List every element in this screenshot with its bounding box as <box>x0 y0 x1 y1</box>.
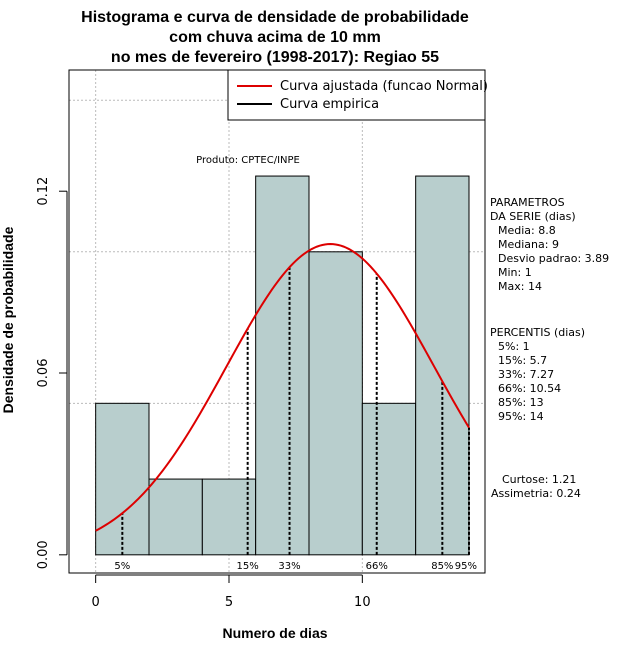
percentile-label-5: 95% <box>455 561 477 572</box>
param-desvio: Desvio padrao: 3.89 <box>498 252 609 265</box>
normal-curve <box>95 243 470 532</box>
param-min: Min: 1 <box>498 266 532 279</box>
percentile-label-2: 33% <box>278 561 300 572</box>
histogram-bar-4 <box>308 251 363 556</box>
chart-title-line-2: com chuva acima de 10 mm <box>169 29 381 46</box>
chart-title-line-1: Histograma e curva de densidade de proba… <box>81 9 469 26</box>
x-axis-label: Numero de dias <box>222 625 327 641</box>
percentile-label-0: 5% <box>114 561 130 572</box>
percentile-lines <box>121 267 470 555</box>
x-tick-label-2: 10 <box>354 595 371 610</box>
histogram-bar-6 <box>415 175 470 556</box>
legend-label-empirical: Curva empirica <box>280 97 379 112</box>
y-tick-label-0: 0.00 <box>36 540 51 569</box>
y-tick-label-2: 0.12 <box>36 177 51 206</box>
x-tick-label-1: 5 <box>225 595 233 610</box>
chart-title-line-3: no mes de fevereiro (1998-2017): Regiao … <box>111 49 439 66</box>
normal-curve-line <box>95 243 470 532</box>
percentis-header: PERCENTIS (dias) <box>490 326 585 339</box>
histogram-bar-1 <box>148 478 203 556</box>
y-axis-label: Densidade de probabilidade <box>0 226 16 413</box>
legend-label-fitted: Curva ajustada (funcao Normal) <box>280 79 488 94</box>
y-axis: 0.00 0.06 0.12 <box>36 177 68 569</box>
percentile-labels: 5% 15% 33% 66% 85% 95% <box>114 561 477 572</box>
percentil-95: 95%: 14 <box>498 410 544 423</box>
x-tick-label-0: 0 <box>92 595 100 610</box>
param-media: Media: 8.8 <box>498 224 556 237</box>
histogram-bar-3 <box>255 175 310 556</box>
param-mediana: Mediana: 9 <box>498 238 559 251</box>
percentil-5: 5%: 1 <box>498 340 530 353</box>
credit-text: Produto: CPTEC/INPE <box>196 155 300 166</box>
param-max: Max: 14 <box>498 280 542 293</box>
legend-box <box>227 69 486 121</box>
percentil-85: 85%: 13 <box>498 396 544 409</box>
percentile-label-1: 15% <box>237 561 259 572</box>
stat-curtose: Curtose: 1.21 <box>502 473 576 486</box>
stat-assimetria: Assimetria: 0.24 <box>491 487 581 500</box>
percentil-33: 33%: 7.27 <box>498 368 554 381</box>
legend: Curva ajustada (funcao Normal) Curva emp… <box>227 69 488 121</box>
percentile-label-4: 85% <box>431 561 453 572</box>
histogram-bars <box>95 175 470 556</box>
x-axis: 0 5 10 <box>92 574 371 610</box>
y-tick-label-1: 0.06 <box>36 359 51 388</box>
params-header-2: DA SERIE (dias) <box>490 210 576 223</box>
histogram-bar-5 <box>361 402 417 556</box>
percentile-label-3: 66% <box>366 561 388 572</box>
params-header-1: PARAMETROS <box>490 196 565 209</box>
percentil-15: 15%: 5.7 <box>498 354 547 367</box>
percentil-66: 66%: 10.54 <box>498 382 561 395</box>
side-panel: PARAMETROS DA SERIE (dias) Media: 8.8 Me… <box>490 196 609 500</box>
